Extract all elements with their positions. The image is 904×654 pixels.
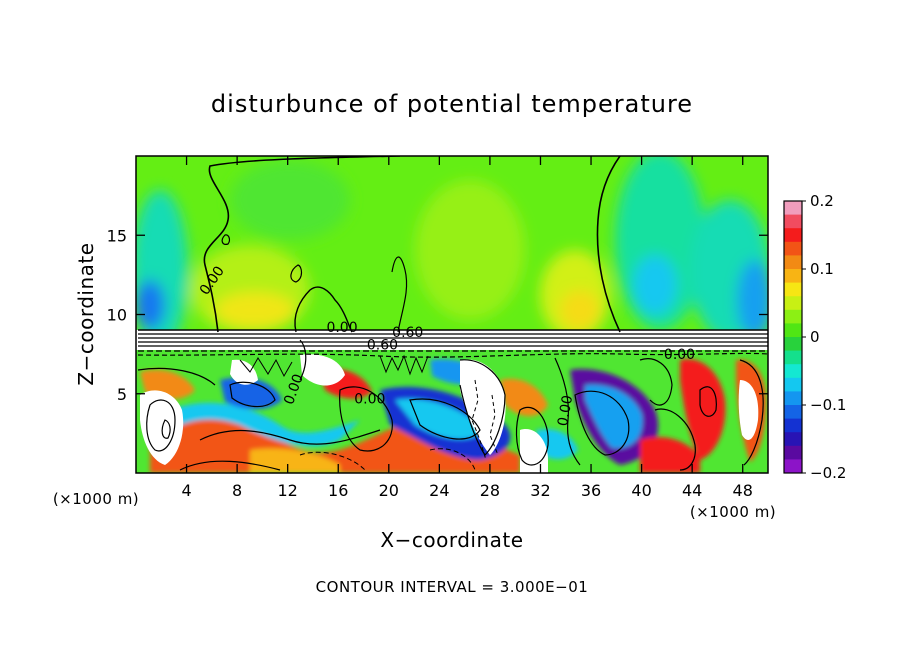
x-tick-label: 36: [581, 481, 601, 500]
contour-interval-note: CONTOUR INTERVAL = 3.000E−01: [316, 578, 589, 596]
x-unit-left: (×1000 m): [53, 490, 139, 508]
colorbar-swatch: [784, 337, 802, 352]
colorbar-swatch: [784, 282, 802, 297]
heatmap-field: [136, 156, 768, 473]
contour-label: 0.00: [354, 392, 385, 408]
colorbar-swatch: [784, 364, 802, 379]
x-tick-label: 28: [480, 481, 500, 500]
colorbar-swatch: [784, 350, 802, 365]
x-tick-label: 12: [278, 481, 298, 500]
contour-label: 0.00: [326, 320, 357, 336]
x-tick-label: 16: [328, 481, 348, 500]
colorbar-tick-label: 0: [810, 328, 820, 346]
colorbar-swatch: [784, 391, 802, 406]
colorbar-swatch: [784, 309, 802, 324]
x-tick-label: 48: [733, 481, 753, 500]
colorbar-labels: 0.2 0.1 0 −0.1 −0.2: [802, 192, 846, 482]
y-axis-label: Z−coordinate: [74, 242, 98, 385]
x-tick-label: 32: [530, 481, 550, 500]
x-tick-label: 40: [631, 481, 651, 500]
x-unit-right: (×1000 m): [690, 503, 776, 521]
colorbar-swatch: [784, 432, 802, 447]
contour-label: 0.60: [367, 338, 398, 354]
y-tick-label: 5: [117, 385, 127, 404]
x-tick-label: 20: [379, 481, 399, 500]
colorbar: [783, 200, 803, 474]
colorbar-swatch: [784, 377, 802, 392]
colorbar-swatch: [784, 228, 802, 243]
x-tick-label: 44: [682, 481, 702, 500]
colorbar-swatch: [784, 323, 802, 338]
y-tick-label: 10: [107, 306, 127, 325]
colorbar-swatch: [784, 255, 802, 270]
colorbar-swatch: [784, 418, 802, 433]
x-tick-label: 4: [181, 481, 191, 500]
contour-lines: [137, 156, 768, 471]
contour-label: 0.00: [664, 347, 695, 363]
y-tick-label: 15: [107, 226, 127, 245]
colorbar-swatch: [784, 459, 802, 474]
colorbar-tick-label: 0.2: [810, 192, 834, 210]
x-axis-label: X−coordinate: [380, 528, 523, 552]
colorbar-swatch: [784, 405, 802, 420]
contour-label: 0.00: [555, 394, 576, 427]
colorbar-swatch: [784, 269, 802, 284]
colorbar-swatch: [784, 241, 802, 256]
chart-title: disturbunce of potential temperature: [211, 90, 693, 118]
colorbar-swatch: [784, 445, 802, 460]
x-axis: 4 8 12 16 20 24 28 32 36 40 44 48: [181, 156, 753, 500]
colorbar-tick-label: 0.1: [810, 260, 834, 278]
colorbar-tick-label: −0.2: [810, 464, 846, 482]
colorbar-swatch: [784, 214, 802, 229]
x-tick-label: 24: [429, 481, 449, 500]
colorbar-swatch: [784, 296, 802, 311]
y-axis: 5 10 15: [107, 226, 768, 404]
x-tick-label: 8: [232, 481, 242, 500]
colorbar-tick-label: −0.1: [810, 396, 846, 414]
colorbar-swatch: [784, 201, 802, 216]
contour-label: 0.60: [392, 325, 423, 341]
